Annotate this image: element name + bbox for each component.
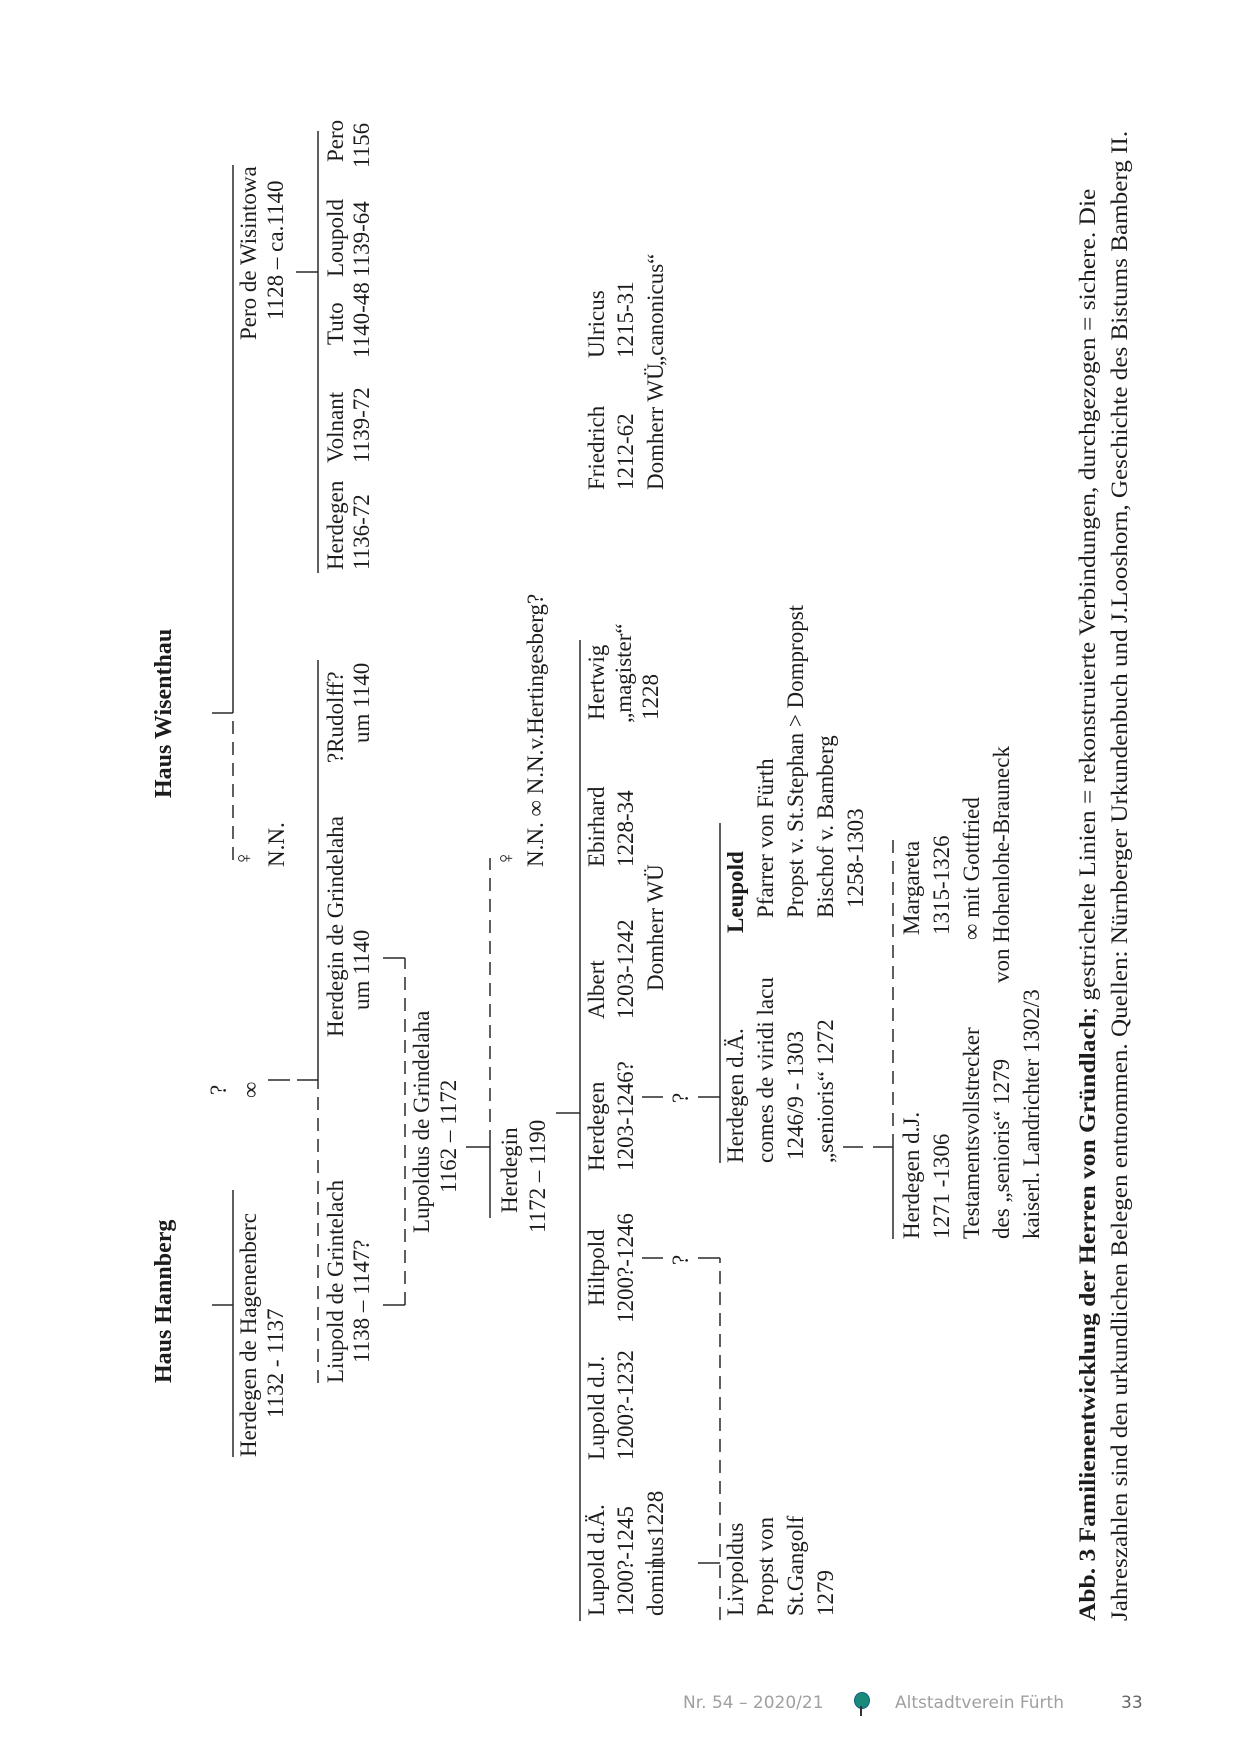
person-note: Propst von	[753, 1516, 778, 1616]
figure-caption-line-1: Abb. 3 Familienentwicklung der Herren vo…	[1075, 189, 1101, 1621]
person-name: Pero de Wisintowa	[236, 166, 261, 340]
person-dates: 1200?-1232	[613, 1350, 638, 1460]
person-name: Lupold d.Ä.	[584, 1504, 609, 1616]
person-name: Hertwig	[584, 644, 609, 720]
house-hannberg-heading: Haus Hannberg	[151, 1219, 177, 1383]
person-dates: 1279	[813, 1570, 838, 1616]
person-note: „senioris“ 1272	[813, 1019, 838, 1163]
marriage-symbol: ∞	[238, 1081, 263, 1098]
house-wisenthau-heading: Haus Wisenthau	[151, 628, 177, 798]
person-note: St.Gangolf	[783, 1515, 808, 1616]
person-note: Bischof v. Bamberg	[813, 735, 838, 918]
person-dates: 1138 – 1147?	[349, 1239, 374, 1363]
person-note: kaiserl. Landrichter 1302/3	[1019, 989, 1044, 1239]
person-dates: 1203-1246?	[613, 1061, 638, 1171]
person-dates: 1212-62	[613, 413, 638, 490]
person-dates: 1315-1326	[929, 835, 954, 935]
person-name: Lupold d.J.	[584, 1355, 609, 1460]
person-name: Herdegen	[584, 1081, 609, 1171]
question-mark: ?	[668, 1254, 693, 1265]
person-dates: um 1140	[349, 929, 374, 1010]
person-note: comes de viridi lacu	[753, 977, 778, 1163]
person-note: „canonicus“	[643, 253, 668, 366]
person-note: von Hohenlohe-Brauneck	[989, 746, 1014, 983]
person-name: Lupoldus de Grindelaha	[409, 1010, 434, 1233]
person-name: Loupold	[323, 199, 348, 277]
person-name: Herdegen d.Ä.	[723, 1028, 748, 1163]
footer-issue: Nr. 54 – 2020/21	[683, 1693, 824, 1713]
person-note: Domherr WÜ	[643, 864, 668, 991]
person-name: N.N. ∞ N.N.v.Hertingesberg?	[523, 593, 548, 867]
person-note: des „senioris“ 1279	[989, 1058, 1014, 1239]
person-dates: 1200?-1245	[613, 1506, 638, 1616]
person-name: Herdegen d.J.	[899, 1111, 924, 1239]
person-name: Volnant	[323, 391, 348, 463]
person-dates: 1172 – 1190	[525, 1119, 550, 1233]
person-dates: 1258-1303	[843, 808, 868, 908]
person-name: Friedrich	[584, 405, 609, 490]
female-symbol: ♀	[493, 849, 518, 867]
question-mark: ?	[668, 1092, 693, 1103]
person-name: ?Rudolff?	[323, 671, 348, 763]
person-dates: 1132 - 1137	[263, 1308, 288, 1418]
page-number: 33	[1121, 1693, 1143, 1713]
person-name: Ebirhard	[584, 786, 609, 867]
person-name: Albert	[584, 960, 609, 1019]
person-note: dominus1228	[643, 1490, 668, 1616]
person-name: Herdegin	[497, 1127, 522, 1213]
person-dates: 1139-64	[349, 201, 374, 277]
person-name: Livpoldus	[723, 1522, 748, 1616]
person-dates: 1162 – 1172	[436, 1079, 461, 1193]
figure-caption-text: ; gestrichelte Linien = rekonstruierte V…	[1075, 188, 1100, 1015]
person-note: Domherr WÜ	[643, 363, 668, 490]
person-dates: 1228-34	[613, 790, 638, 867]
person-name: Leupold	[723, 851, 748, 933]
person-name: Tuto	[323, 302, 348, 345]
person-name: Herdegen	[323, 480, 348, 570]
female-symbol: ♀	[231, 849, 256, 867]
person-dates: 1136-72	[349, 494, 374, 570]
footer-publisher: Altstadtverein Fürth	[895, 1693, 1064, 1713]
figure-caption-line-2: Jahreszahlen sind den urkundlichen Beleg…	[1107, 130, 1132, 1621]
person-dates: 1139-72	[349, 387, 374, 463]
person-dates: 1200?-1246	[613, 1213, 638, 1323]
person-name: Herdegen de Hagenenberc	[236, 1213, 261, 1457]
person-note: Pfarrer von Fürth	[753, 758, 778, 918]
person-note: Propst v. St.Stephan > Dompropst	[783, 604, 808, 918]
tree-icon	[852, 1692, 870, 1718]
person-dates: 1128 – ca.1140	[263, 180, 288, 320]
person-note: Testamentsvollstrecker	[959, 1027, 984, 1239]
person-dates: um 1140	[349, 662, 374, 743]
question-mark: ?	[206, 1084, 231, 1095]
person-dates: 1140-48	[349, 282, 374, 358]
person-dates: 1156	[349, 122, 374, 168]
person-note: „magister“	[611, 623, 636, 723]
person-name: Margareta	[899, 840, 924, 935]
person-name: Herdegin de Grindelaha	[323, 816, 348, 1037]
person-name: Hiltpold	[584, 1229, 609, 1306]
figure-caption-title: Abb. 3 Familienentwicklung der Herren vo…	[1075, 1014, 1100, 1621]
person-name: N.N.	[264, 822, 289, 867]
person-dates: 1246/9 - 1303	[783, 1030, 808, 1160]
person-name: Ulricus	[584, 290, 609, 358]
person-name: Pero	[323, 119, 348, 162]
person-name: Liupold de Grintelach	[323, 1179, 348, 1383]
person-note: ∞ mit Gottfried	[959, 797, 984, 940]
person-dates: 1228	[638, 674, 663, 720]
person-dates: 1271 -1306	[929, 1133, 954, 1239]
person-dates: 1215-31	[613, 281, 638, 358]
person-dates: 1203-1242	[613, 919, 638, 1019]
